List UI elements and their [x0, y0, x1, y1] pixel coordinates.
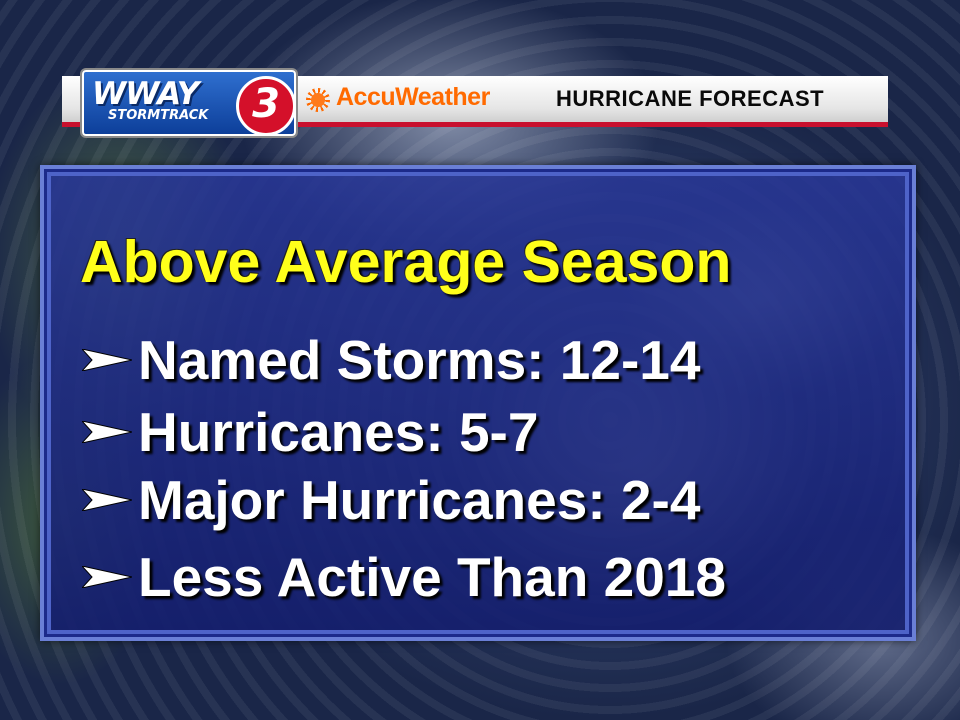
- header-bar: WWAY STORMTRACK 3 AccuWeather HURRICANE …: [62, 70, 888, 136]
- list-item-label: Hurricanes: 5-7: [138, 401, 539, 463]
- list-item: Named Storms: 12-14: [82, 328, 700, 398]
- station-logo-text: WWAY: [92, 76, 199, 112]
- segment-title: HURRICANE FORECAST: [556, 86, 825, 111]
- station-logo-subtitle: STORMTRACK: [108, 108, 209, 123]
- panel-title: Above Average Season: [80, 229, 732, 295]
- list-item: Major Hurricanes: 2-4: [82, 468, 700, 538]
- list-item-label: Named Storms: 12-14: [138, 329, 701, 391]
- arrow-bullet-icon: [82, 421, 132, 443]
- sun-icon: [306, 88, 330, 112]
- arrow-bullet-icon: [82, 349, 132, 371]
- forecast-panel: [40, 165, 916, 641]
- list-item-label: Less Active Than 2018: [138, 546, 726, 608]
- arrow-bullet-icon: [82, 566, 132, 588]
- list-item-label: Major Hurricanes: 2-4: [138, 469, 701, 531]
- list-item: Less Active Than 2018: [82, 545, 726, 615]
- list-item: Hurricanes: 5-7: [82, 400, 538, 470]
- station-number-badge: 3: [236, 76, 296, 136]
- station-logo: WWAY STORMTRACK 3: [82, 70, 296, 136]
- arrow-bullet-icon: [82, 489, 132, 511]
- provider-label: AccuWeather: [336, 83, 490, 111]
